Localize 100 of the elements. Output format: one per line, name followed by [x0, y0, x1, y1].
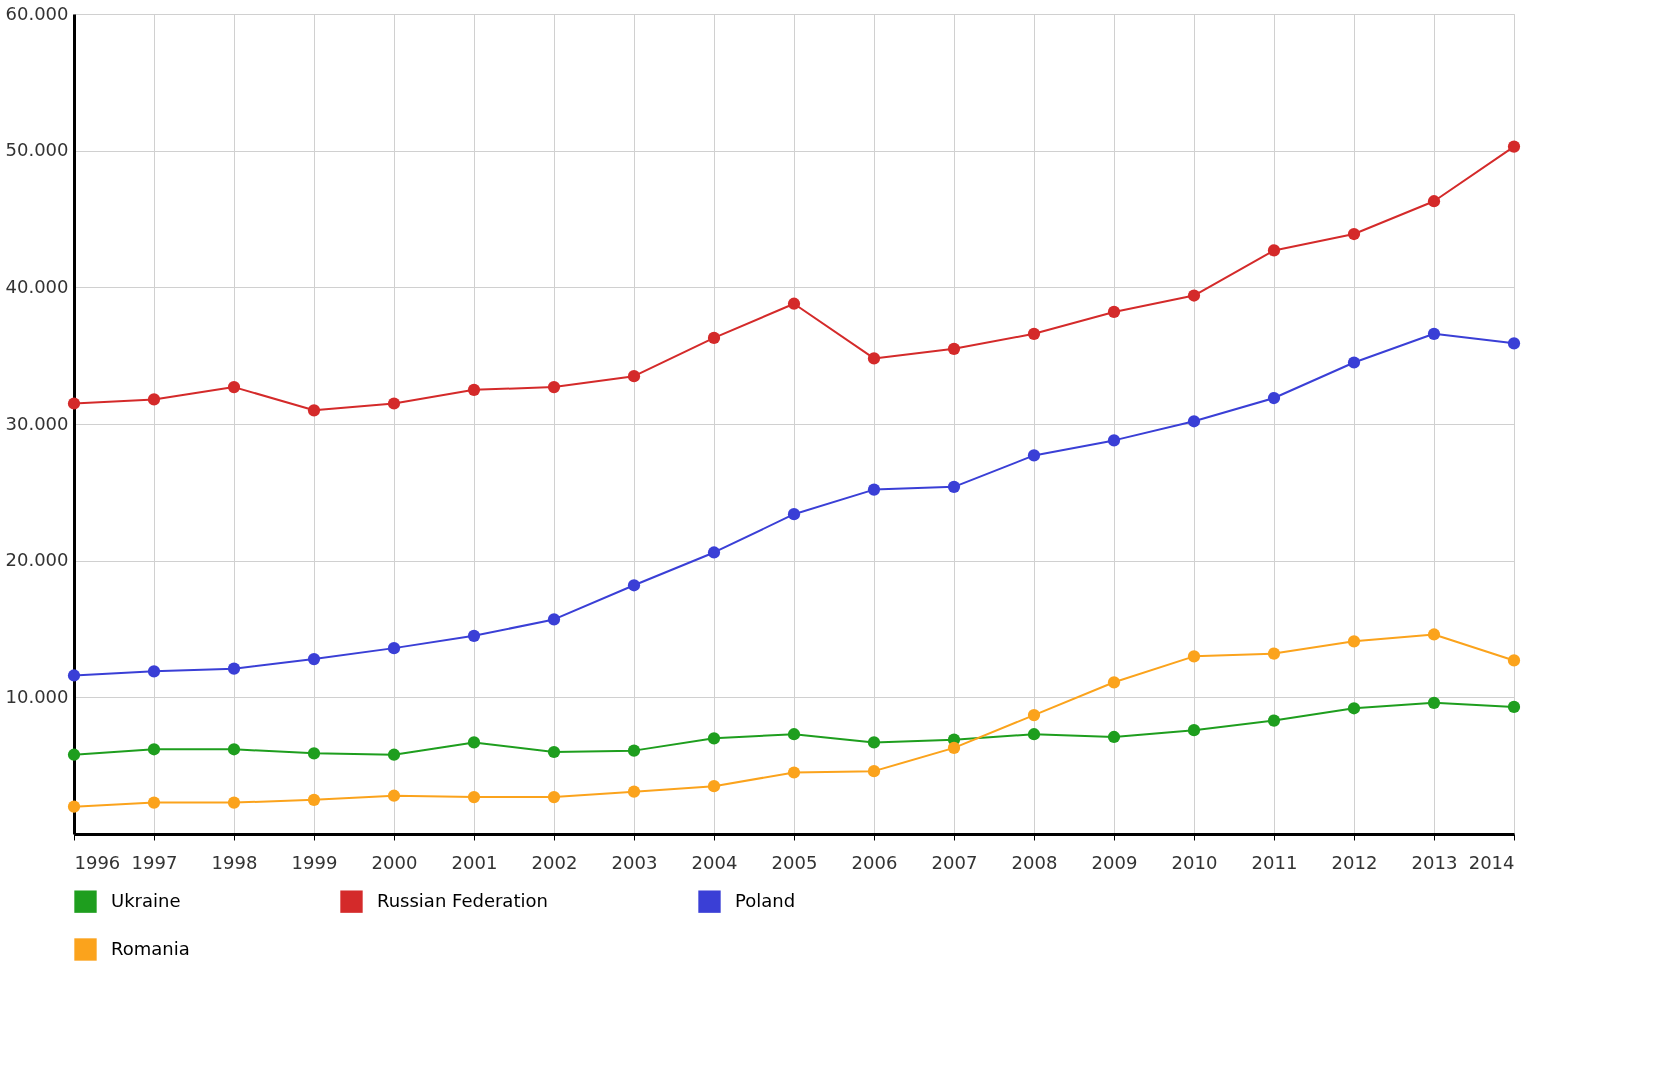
- point: [867, 352, 881, 365]
- point: [387, 789, 401, 802]
- point: [67, 748, 81, 761]
- y-tick-label: 60.000: [5, 2, 69, 24]
- point: [1347, 227, 1361, 241]
- point: [1187, 415, 1201, 428]
- point: [1027, 449, 1041, 462]
- x-tick-label: 2013: [1411, 851, 1458, 873]
- point: [707, 546, 721, 559]
- point: [307, 793, 321, 806]
- x-tick-label: 1997: [131, 851, 178, 873]
- point: [787, 766, 801, 779]
- point: [1107, 676, 1121, 689]
- point: [1267, 244, 1281, 257]
- x-tick-label: 2011: [1251, 851, 1298, 873]
- point: [387, 397, 401, 410]
- x-tick-label: 2003: [611, 851, 658, 873]
- point: [227, 380, 241, 394]
- point: [1187, 289, 1201, 302]
- point: [1267, 714, 1281, 727]
- point: [1507, 700, 1521, 714]
- point: [1027, 327, 1041, 340]
- point: [787, 297, 801, 310]
- legend-label: Poland: [735, 889, 796, 911]
- point: [1427, 696, 1441, 709]
- point: [1267, 391, 1281, 405]
- point: [1267, 647, 1281, 660]
- point: [1187, 724, 1201, 737]
- point: [307, 404, 321, 417]
- x-tick-label: 1996: [74, 851, 121, 873]
- point: [1027, 708, 1041, 722]
- point: [307, 652, 321, 666]
- point: [147, 665, 161, 678]
- point: [67, 397, 81, 410]
- y-tick-label: 50.000: [5, 139, 69, 161]
- point: [67, 669, 81, 682]
- point: [947, 480, 961, 493]
- point: [547, 745, 561, 759]
- y-tick-label: 40.000: [5, 275, 69, 297]
- x-tick-label: 2006: [851, 851, 898, 873]
- point: [147, 393, 161, 406]
- legend-label: Ukraine: [111, 889, 181, 911]
- point: [947, 342, 961, 355]
- point: [1347, 702, 1361, 715]
- point: [1187, 650, 1201, 663]
- x-tick-label: 2014: [1468, 851, 1515, 873]
- point: [867, 483, 881, 496]
- x-tick-label: 2009: [1091, 851, 1138, 873]
- point: [1347, 356, 1361, 369]
- x-tick-label: 1999: [291, 851, 338, 873]
- point: [627, 744, 641, 757]
- point: [467, 790, 481, 804]
- y-tick-label: 30.000: [5, 412, 69, 434]
- point: [627, 370, 641, 383]
- point: [1027, 728, 1041, 741]
- point: [547, 790, 561, 804]
- point: [867, 765, 881, 778]
- point: [1427, 628, 1441, 641]
- x-tick-label: 2008: [1011, 851, 1058, 873]
- point: [227, 662, 241, 675]
- legend-label: Romania: [111, 937, 190, 959]
- x-tick-label: 1998: [211, 851, 258, 873]
- point: [787, 728, 801, 741]
- point: [707, 732, 721, 745]
- point: [307, 747, 321, 760]
- legend-label: Russian Federation: [377, 889, 548, 911]
- x-tick-label: 2012: [1331, 851, 1378, 873]
- point: [67, 800, 81, 813]
- point: [1507, 140, 1521, 153]
- point: [547, 613, 561, 626]
- point: [227, 743, 241, 756]
- point: [467, 736, 481, 749]
- point: [1507, 654, 1521, 667]
- x-tick-label: 2004: [691, 851, 738, 873]
- point: [707, 331, 721, 345]
- point: [707, 780, 721, 793]
- point: [387, 642, 401, 655]
- x-tick-label: 2007: [931, 851, 978, 873]
- point: [1427, 195, 1441, 208]
- point: [867, 736, 881, 749]
- point: [1107, 305, 1121, 319]
- point: [947, 741, 961, 755]
- y-tick-label: 20.000: [5, 549, 69, 571]
- point: [467, 629, 481, 642]
- point: [227, 796, 241, 809]
- point: [467, 383, 481, 396]
- point: [1347, 635, 1361, 648]
- x-tick-label: 2000: [371, 851, 418, 873]
- x-tick-label: 2001: [451, 851, 498, 873]
- point: [147, 743, 161, 756]
- x-tick-label: 2010: [1171, 851, 1218, 873]
- point: [147, 796, 161, 809]
- point: [1107, 730, 1121, 744]
- point: [787, 508, 801, 521]
- point: [1507, 337, 1521, 350]
- x-tick-label: 2002: [531, 851, 578, 873]
- point: [387, 748, 401, 761]
- point: [1427, 327, 1441, 340]
- point: [547, 380, 561, 394]
- point: [1107, 434, 1121, 447]
